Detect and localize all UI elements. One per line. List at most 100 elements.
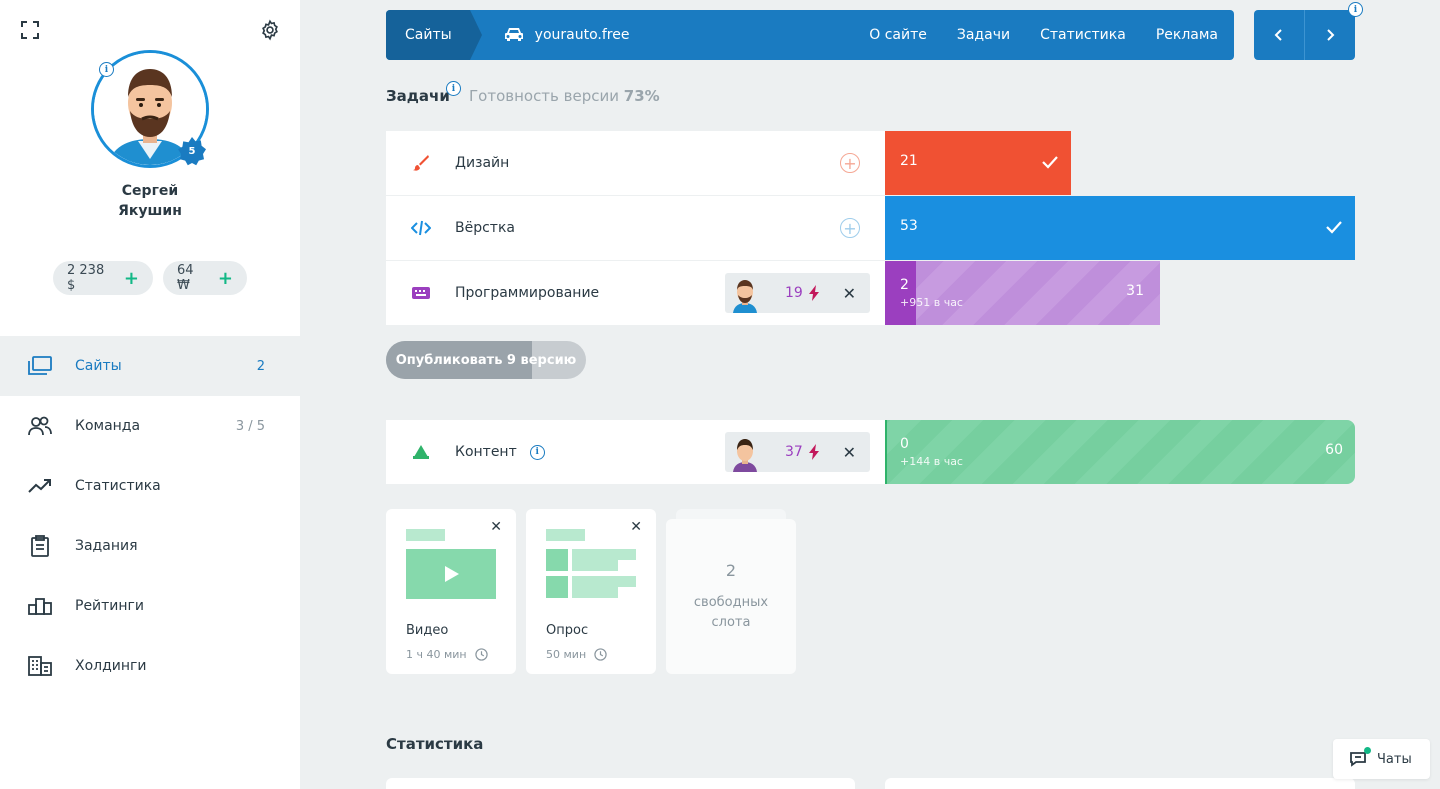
next-site-button[interactable] bbox=[1305, 10, 1355, 60]
fullscreen-icon[interactable] bbox=[18, 18, 42, 42]
nav-item-sites[interactable]: Сайты 2 bbox=[0, 336, 300, 396]
remove-worker-button[interactable]: ✕ bbox=[842, 283, 856, 303]
megaphone-icon bbox=[409, 440, 433, 464]
task-target: 31 bbox=[1126, 283, 1144, 299]
task-progress-programming: 2 +951 в час 31 bbox=[885, 261, 1160, 325]
content-progress-value: 0 bbox=[900, 436, 909, 452]
clock-icon bbox=[594, 648, 607, 661]
poll-thumbnail-icon bbox=[546, 529, 636, 598]
breadcrumb-label: Сайты bbox=[405, 27, 452, 43]
publish-progress bbox=[386, 341, 532, 379]
trend-icon bbox=[28, 474, 52, 498]
user-name[interactable]: Сергей Якушин bbox=[0, 181, 300, 221]
nav-count: 2 bbox=[256, 358, 265, 374]
free-slots-label-1: свободных bbox=[693, 595, 769, 610]
tab-tasks[interactable]: Задачи bbox=[956, 27, 1011, 43]
free-slots-card[interactable]: 2 свободных слота bbox=[666, 519, 796, 674]
tab-about[interactable]: О сайте bbox=[869, 27, 927, 43]
money-balance: 2 238 $ + bbox=[53, 261, 153, 295]
money-balance-value: 2 238 $ bbox=[67, 263, 105, 293]
content-card-video[interactable]: ✕ Видео 1 ч 40 мин bbox=[386, 509, 516, 674]
nav-label: Сайты bbox=[75, 358, 122, 374]
site-topbar: Сайты yourauto.free О сайте Задачи Стати… bbox=[386, 10, 1234, 60]
car-icon bbox=[504, 28, 523, 41]
nav-item-holdings[interactable]: Холдинги bbox=[0, 636, 300, 696]
version-readiness: Готовность версии 73% bbox=[469, 87, 660, 105]
free-slots-count: 2 bbox=[725, 561, 737, 580]
online-indicator bbox=[1364, 747, 1371, 754]
content-info-icon[interactable]: i bbox=[529, 444, 545, 460]
card-duration-value: 1 ч 40 мин bbox=[406, 648, 467, 661]
check-icon bbox=[1326, 221, 1342, 234]
tasks-title: Задачи bbox=[386, 87, 450, 105]
gear-icon[interactable] bbox=[258, 18, 282, 42]
podium-icon bbox=[28, 594, 52, 618]
task-progress-value: 2 bbox=[900, 277, 909, 293]
main-nav: Сайты 2 Команда 3 / 5 Статистика Задания bbox=[0, 336, 300, 696]
chats-label: Чаты bbox=[1377, 751, 1412, 767]
card-duration: 50 мин bbox=[546, 648, 607, 661]
nav-label: Задания bbox=[75, 538, 138, 554]
free-slots-label-2: слота bbox=[711, 615, 751, 630]
content-card-poll[interactable]: ✕ Опрос 50 мин bbox=[526, 509, 656, 674]
content-rate: +144 в час bbox=[900, 455, 963, 468]
add-money-button[interactable]: + bbox=[123, 267, 139, 289]
worker-avatar[interactable] bbox=[725, 432, 765, 472]
building-icon bbox=[28, 654, 52, 678]
task-label: Дизайн bbox=[455, 155, 510, 171]
readiness-label: Готовность версии bbox=[469, 87, 619, 105]
add-worker-button[interactable]: + bbox=[840, 153, 860, 173]
task-progress-layout: 53 bbox=[885, 196, 1355, 260]
tasks-info-icon[interactable]: i bbox=[446, 81, 461, 96]
nav-item-statistics[interactable]: Статистика bbox=[0, 456, 300, 516]
check-icon bbox=[1042, 156, 1058, 169]
card-duration: 1 ч 40 мин bbox=[406, 648, 488, 661]
task-progress-value: 21 bbox=[900, 153, 918, 169]
publish-version-button[interactable]: Опубликовать 9 версию bbox=[386, 341, 586, 379]
team-icon bbox=[28, 414, 52, 438]
task-label: Программирование bbox=[455, 285, 600, 301]
content-progress: 0 +144 в час 60 bbox=[885, 420, 1355, 484]
task-progress-design: 21 bbox=[885, 131, 1071, 195]
slot-card-tab bbox=[676, 509, 786, 521]
remove-worker-button[interactable]: ✕ bbox=[842, 442, 856, 462]
lightning-icon bbox=[809, 285, 819, 301]
task-row-design: Дизайн + bbox=[386, 131, 885, 195]
lightning-icon bbox=[809, 444, 819, 460]
prev-site-button[interactable] bbox=[1254, 10, 1305, 60]
nav-item-team[interactable]: Команда 3 / 5 bbox=[0, 396, 300, 456]
task-row-layout: Вёрстка + bbox=[386, 196, 885, 260]
add-coins-button[interactable]: + bbox=[217, 267, 233, 289]
task-label: Контент bbox=[455, 444, 517, 460]
user-first-name: Сергей bbox=[121, 183, 179, 199]
sidebar: i 5 Сергей Якушин 2 238 $ + 64 ₩ + Сайты… bbox=[0, 0, 300, 789]
user-avatar[interactable]: i 5 bbox=[91, 50, 209, 168]
nav-count: 3 / 5 bbox=[235, 418, 265, 434]
task-row-programming: Программирование 19 ✕ bbox=[386, 261, 885, 325]
site-selector[interactable]: yourauto.free bbox=[504, 27, 629, 43]
tab-statistics[interactable]: Статистика bbox=[1040, 27, 1126, 43]
avatar-illustration bbox=[94, 53, 206, 165]
worker-speed: 19 bbox=[785, 285, 803, 301]
code-icon bbox=[409, 216, 433, 240]
remove-card-button[interactable]: ✕ bbox=[630, 519, 642, 535]
card-title: Опрос bbox=[546, 623, 589, 638]
add-worker-button[interactable]: + bbox=[840, 218, 860, 238]
breadcrumb-sites[interactable]: Сайты bbox=[386, 10, 482, 60]
tab-ads[interactable]: Реклама bbox=[1155, 27, 1218, 43]
level-badge: 5 bbox=[177, 136, 207, 166]
chat-icon bbox=[1349, 747, 1371, 767]
clipboard-icon bbox=[28, 534, 52, 558]
nav-label: Команда bbox=[75, 418, 141, 434]
nav-item-ratings[interactable]: Рейтинги bbox=[0, 576, 300, 636]
worker-avatar[interactable] bbox=[725, 273, 765, 313]
chats-button[interactable]: Чаты bbox=[1333, 739, 1430, 779]
pager-info-icon[interactable]: i bbox=[1348, 2, 1363, 17]
task-rate: +951 в час bbox=[900, 296, 963, 309]
clock-icon bbox=[474, 648, 488, 661]
nav-label: Рейтинги bbox=[75, 598, 145, 614]
nav-item-assignments[interactable]: Задания bbox=[0, 516, 300, 576]
remove-card-button[interactable]: ✕ bbox=[490, 519, 502, 535]
nav-label: Статистика bbox=[75, 478, 161, 494]
info-icon[interactable]: i bbox=[99, 62, 114, 77]
